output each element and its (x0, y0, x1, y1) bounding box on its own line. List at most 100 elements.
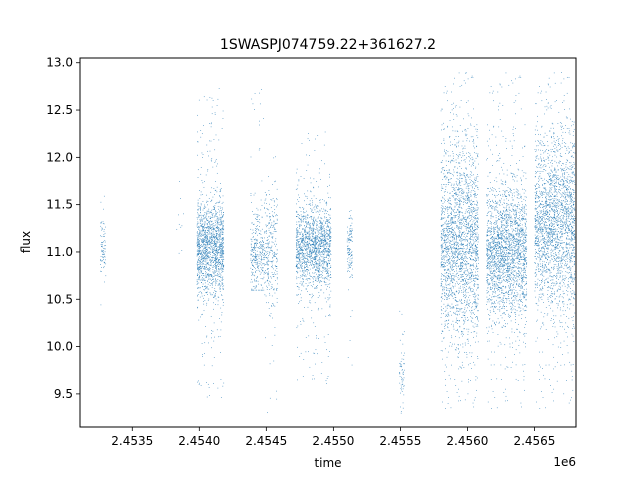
data-point (326, 220, 327, 222)
data-point (217, 239, 218, 240)
data-point (450, 141, 451, 143)
data-point (323, 230, 324, 232)
data-point (270, 224, 272, 226)
data-point (214, 290, 216, 292)
data-point (444, 229, 445, 231)
data-point (215, 304, 216, 305)
data-point (272, 253, 274, 255)
data-point (276, 219, 278, 221)
data-point (476, 302, 478, 304)
data-point (220, 246, 222, 247)
data-point (216, 274, 217, 276)
data-point (270, 233, 271, 235)
data-point (325, 239, 327, 241)
data-point (301, 258, 303, 260)
data-point (469, 174, 471, 176)
data-point (475, 261, 477, 262)
data-point (275, 266, 277, 268)
data-point (471, 255, 472, 257)
data-point (326, 251, 328, 253)
data-point (257, 214, 259, 216)
data-point (452, 275, 454, 276)
data-point (222, 239, 224, 241)
data-point (200, 231, 202, 233)
data-point (466, 356, 468, 358)
data-point (459, 283, 461, 284)
data-point (266, 247, 268, 249)
data-point (272, 257, 274, 258)
data-point (312, 267, 314, 268)
data-point (402, 372, 404, 373)
data-point (202, 235, 204, 236)
data-point (470, 289, 471, 290)
data-point (461, 330, 462, 332)
data-point (318, 229, 320, 231)
data-point (446, 391, 448, 392)
data-point (462, 152, 464, 154)
data-point (305, 275, 307, 277)
data-point (197, 283, 198, 285)
data-point (220, 242, 222, 244)
data-point (317, 265, 319, 267)
data-point (441, 310, 443, 311)
data-point (222, 255, 224, 257)
data-point (351, 260, 353, 262)
data-point (320, 233, 322, 235)
data-point (256, 242, 258, 244)
data-point (265, 270, 266, 271)
data-point (348, 254, 349, 256)
data-point (403, 377, 405, 379)
data-point (303, 285, 305, 287)
data-point (217, 247, 219, 248)
data-point (309, 227, 311, 229)
data-point (309, 238, 311, 240)
data-point (311, 217, 312, 219)
data-point (456, 301, 457, 302)
data-point (220, 248, 221, 249)
data-point (316, 252, 318, 253)
data-point (219, 234, 220, 235)
data-point (219, 262, 221, 264)
data-point (203, 217, 205, 219)
data-point (328, 254, 330, 256)
data-point (202, 258, 204, 259)
data-point (304, 246, 306, 248)
data-point (218, 217, 220, 219)
data-point (219, 246, 220, 248)
data-point (475, 302, 477, 304)
data-point (252, 229, 254, 231)
data-point (316, 250, 318, 252)
data-point (211, 261, 212, 262)
data-point (322, 199, 324, 200)
data-point (217, 239, 219, 241)
data-point (455, 222, 457, 224)
data-point (399, 382, 401, 384)
data-point (251, 275, 253, 276)
data-point (274, 212, 275, 214)
data-point (469, 277, 470, 279)
data-point (268, 271, 269, 273)
data-point (349, 259, 351, 261)
data-point (252, 250, 253, 252)
data-point (328, 254, 329, 256)
data-point (472, 272, 473, 274)
data-point (254, 243, 256, 244)
data-point (222, 264, 224, 265)
data-point (216, 244, 217, 246)
data-point (206, 262, 208, 264)
data-point (219, 224, 221, 226)
data-point (199, 247, 201, 249)
data-point (327, 297, 329, 299)
data-point (402, 343, 404, 345)
data-point (301, 282, 303, 284)
data-point (473, 126, 475, 127)
data-point (349, 277, 351, 278)
data-point (297, 229, 299, 231)
data-point (399, 310, 401, 312)
data-point (302, 207, 304, 208)
data-point (312, 244, 314, 245)
data-point (257, 229, 259, 230)
data-point (297, 277, 299, 278)
data-point (262, 246, 264, 247)
data-point (204, 256, 206, 258)
